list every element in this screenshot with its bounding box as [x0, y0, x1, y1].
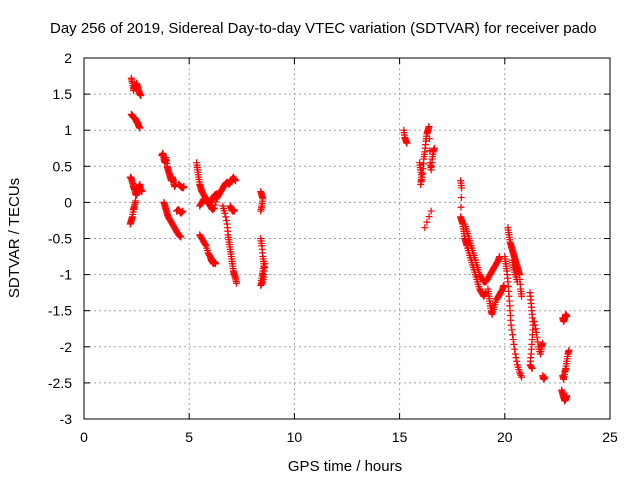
data-point-marker [177, 233, 185, 241]
data-point-marker [212, 260, 219, 268]
y-tick-label: -1.5 [48, 303, 72, 319]
data-point-marker [513, 357, 521, 365]
data-point-marker [258, 279, 266, 287]
data-point-marker [222, 216, 230, 224]
data-point-marker [458, 184, 466, 192]
data-point-marker [403, 139, 411, 147]
data-point-marker [513, 278, 521, 286]
data-point-marker [533, 333, 541, 341]
data-point-marker [257, 207, 265, 215]
data-point-marker [528, 364, 536, 372]
y-tick-label: -0.5 [48, 231, 72, 247]
data-point-marker [457, 194, 465, 202]
data-point-marker [516, 370, 524, 378]
x-tick-label: 25 [602, 429, 618, 445]
data-point-marker [201, 241, 209, 249]
data-point-marker [507, 321, 515, 329]
data-point-marker [563, 312, 571, 320]
y-tick-label: -2.5 [48, 375, 72, 391]
data-point-marker [132, 197, 140, 205]
data-point-marker [233, 279, 241, 287]
x-tick-label: 15 [392, 429, 408, 445]
chart-title: Day 256 of 2019, Sidereal Day-to-day VTE… [50, 20, 597, 37]
data-points [126, 74, 573, 405]
data-point-marker [136, 124, 144, 132]
data-point-marker [138, 188, 146, 196]
data-point-marker [500, 281, 508, 289]
data-point-marker [565, 346, 573, 354]
data-point-marker [177, 209, 185, 217]
data-point-marker [510, 340, 518, 348]
y-tick-label: 0 [64, 194, 72, 210]
data-point-marker [417, 177, 425, 185]
data-point-marker [563, 392, 571, 400]
data-point-marker [211, 201, 219, 209]
data-point-marker [175, 232, 183, 240]
data-point-marker [425, 123, 433, 131]
data-point-marker [230, 207, 238, 215]
data-point-marker [532, 325, 540, 333]
data-point-marker [176, 232, 184, 240]
data-point-marker [222, 213, 230, 221]
x-tick-label: 0 [80, 429, 88, 445]
data-point-marker [509, 336, 517, 344]
data-point-marker [527, 363, 535, 371]
x-axis-label: GPS time / hours [288, 458, 402, 475]
data-point-marker [231, 176, 239, 184]
data-point-marker [539, 339, 547, 347]
data-point-marker [180, 183, 188, 191]
data-point-marker [430, 144, 438, 152]
data-point-marker [423, 218, 431, 226]
x-tick-labels: 0 5 10 15 20 25 [80, 429, 618, 445]
data-point-marker [418, 173, 426, 181]
y-tick-label: -1 [60, 267, 73, 283]
y-tick-label: -2 [60, 339, 73, 355]
y-axis-label: SDTVAR / TECUs [6, 178, 23, 298]
data-point-marker [425, 213, 433, 221]
data-point-marker [531, 321, 539, 329]
data-point-marker [509, 331, 517, 339]
data-point-marker [179, 207, 187, 215]
x-tick-label: 5 [185, 429, 193, 445]
data-point-marker [425, 135, 433, 143]
data-point-marker [210, 204, 218, 212]
data-point-marker [427, 207, 435, 215]
data-point-marker [261, 260, 269, 268]
y-tick-labels: -3 -2.5 -2 -1.5 -1 -0.5 0 0.5 1 1.5 2 [48, 50, 72, 427]
data-point-marker [221, 209, 229, 217]
data-point-marker [534, 338, 542, 346]
data-point-marker [421, 224, 429, 232]
y-tick-label: 1.5 [53, 86, 73, 102]
data-point-marker [213, 190, 221, 198]
data-point-marker [516, 368, 524, 376]
x-tick-label: 10 [287, 429, 303, 445]
data-point-marker [231, 177, 239, 185]
data-point-marker [532, 328, 540, 336]
data-point-marker [457, 203, 465, 211]
x-tick-label: 20 [497, 429, 513, 445]
data-point-marker [517, 371, 525, 379]
data-point-marker [518, 292, 526, 300]
axis-ticks [83, 57, 611, 420]
y-tick-label: 0.5 [53, 158, 73, 174]
data-point-marker [178, 208, 186, 216]
data-point-marker [511, 345, 519, 353]
y-tick-label: 1 [64, 122, 72, 138]
y-tick-label: 2 [64, 50, 72, 66]
data-point-marker [417, 180, 425, 188]
data-point-marker [530, 318, 538, 326]
data-point-marker [137, 92, 145, 100]
data-point-marker [512, 354, 520, 362]
data-point-marker [508, 326, 516, 334]
data-point-marker [518, 373, 526, 381]
y-tick-label: -3 [60, 411, 73, 427]
grid-lines [84, 58, 610, 419]
data-point-marker [511, 350, 519, 358]
data-point-marker [541, 373, 549, 381]
